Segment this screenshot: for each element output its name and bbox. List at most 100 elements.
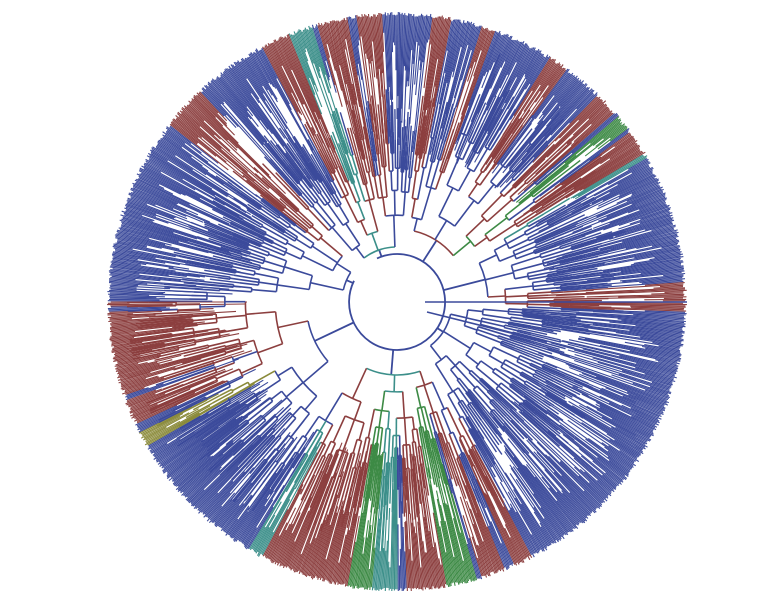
leaf-branch [542, 74, 575, 116]
internal-branch [402, 445, 405, 459]
leaf-branch [166, 129, 186, 145]
internal-branch [448, 433, 460, 458]
internal-branch [416, 408, 422, 428]
internal-branch [506, 232, 526, 245]
terminal-branch [263, 156, 286, 180]
internal-branch [534, 244, 558, 255]
internal-branch [290, 453, 300, 468]
leaf-branch [492, 427, 573, 533]
terminal-branch [540, 346, 570, 358]
leaf-branch [107, 303, 173, 306]
terminal-branch [513, 128, 533, 153]
terminal-branch [540, 185, 567, 204]
leaf-branch [174, 455, 211, 487]
internal-branch [213, 284, 234, 288]
internal-branch [341, 141, 347, 155]
terminal-branch [383, 94, 388, 125]
terminal-branch [168, 354, 198, 365]
internal-branch [442, 143, 456, 173]
internal-branch [414, 125, 420, 155]
leaf-branch [503, 422, 588, 517]
terminal-branch [474, 463, 490, 492]
terminal-branch [562, 204, 591, 219]
clade-arc [446, 184, 459, 192]
internal-branch [489, 134, 501, 151]
leaf-branch [505, 88, 593, 183]
leaf-branch [321, 500, 344, 579]
internal-branch [268, 436, 282, 452]
internal-branch [509, 385, 524, 397]
internal-branch [309, 161, 323, 182]
internal-branch [454, 200, 475, 227]
internal-branch [489, 401, 505, 418]
internal-branch [213, 356, 233, 364]
internal-branch [152, 345, 166, 350]
terminal-branch [299, 467, 315, 495]
internal-branch [545, 393, 561, 403]
leaf-branch [284, 36, 321, 120]
terminal-branch [554, 296, 585, 299]
internal-branch [522, 309, 545, 313]
terminal-branch [368, 468, 374, 499]
internal-branch [245, 199, 261, 211]
internal-branch [295, 152, 316, 181]
internal-branch [222, 268, 237, 273]
leaf-branch [124, 207, 169, 224]
terminal-branch [189, 226, 219, 239]
leaf-branch [337, 529, 350, 585]
internal-branch [304, 415, 320, 438]
leaf-branch [596, 214, 671, 239]
terminal-branch [550, 418, 575, 438]
terminal-branch [594, 230, 624, 241]
terminal-branch [493, 389, 518, 412]
terminal-branch [453, 114, 466, 144]
leaf-branch [232, 64, 260, 104]
leaf-branch [435, 490, 457, 583]
leaf-branch [193, 94, 217, 118]
terminal-branch [548, 398, 575, 417]
leaf-branch [208, 492, 236, 524]
leaf-branch [531, 58, 554, 92]
leaf-branch [172, 120, 217, 157]
internal-branch [326, 202, 344, 226]
internal-branch [192, 313, 217, 317]
leaf-branch [524, 48, 540, 75]
internal-branch [543, 363, 562, 373]
leaf-branch [111, 324, 198, 336]
leaf-branch [545, 361, 666, 412]
internal-branch [423, 384, 435, 414]
leaf-branch [542, 67, 565, 98]
leaf-branch [282, 541, 296, 569]
leaf-branch [626, 186, 661, 202]
terminal-branch [399, 472, 402, 503]
terminal-branch [186, 239, 216, 250]
leaf-branch [418, 13, 423, 46]
leaf-branch [589, 132, 629, 162]
terminal-branch [448, 456, 460, 486]
internal-branch [351, 155, 359, 174]
leaf-branch [548, 455, 601, 509]
leaf-branch [609, 321, 683, 330]
leaf-branch [570, 320, 685, 334]
internal-branch [310, 167, 321, 183]
leaf-branch [569, 316, 686, 328]
leaf-branch [544, 469, 589, 519]
internal-branch [385, 462, 388, 478]
terminal-branch [207, 229, 237, 242]
internal-branch [527, 291, 552, 295]
internal-branch [417, 123, 424, 156]
leaf-branch [357, 16, 362, 37]
leaf-branch [400, 502, 403, 591]
leaf-branch [616, 184, 659, 204]
leaf-branch [425, 16, 442, 110]
internal-branch [364, 438, 371, 463]
leaf-branch [369, 17, 373, 42]
leaf-branch [382, 14, 385, 33]
internal-branch [235, 190, 261, 209]
internal-branch [270, 390, 283, 401]
internal-branch [310, 281, 344, 291]
terminal-branch [544, 423, 569, 444]
leaf-branch [562, 224, 676, 257]
terminal-branch [405, 111, 409, 142]
